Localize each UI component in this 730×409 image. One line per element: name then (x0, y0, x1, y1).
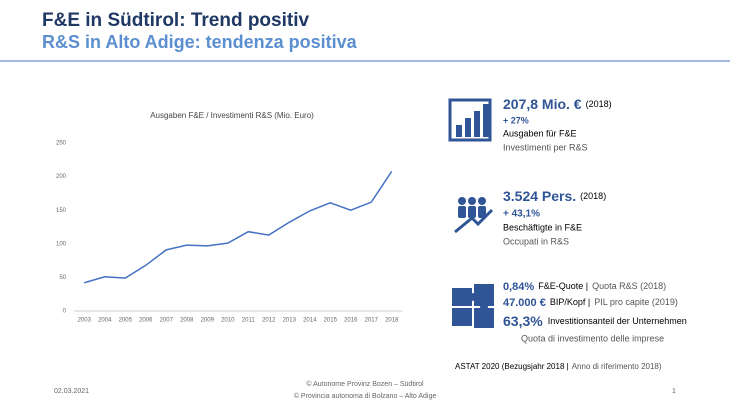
x-tick-label: 2006 (139, 318, 153, 324)
x-tick-label: 2016 (344, 318, 358, 324)
slide-subtitle: R&S in Alto Adige: tendenza positiva (42, 32, 358, 52)
indicator-de: Investitionsanteil der Unternehmen (548, 316, 687, 326)
indicator: 63,3% Investitionsanteil der Unternehmen (503, 313, 687, 329)
indicator-de: F&E-Quote | (538, 281, 588, 291)
indicator-it: PIL pro capite (2019) (594, 297, 678, 307)
x-tick-label: 2010 (221, 318, 235, 324)
indicator-de: BIP/Kopf | (550, 297, 590, 307)
people-icon (454, 197, 494, 234)
source: ASTAT 2020 (Bezugsjahr 2018 | Anno di rif… (455, 362, 662, 371)
footer-copyright: © Provincia autonoma di Bolzano – Alto A… (294, 392, 437, 400)
y-tick-label: 250 (56, 141, 67, 147)
indicator-it: Quota R&S (2018) (592, 281, 666, 291)
stat-change: + 27% (503, 115, 529, 125)
y-tick-label: 100 (56, 241, 67, 247)
indicator: 0,84% F&E-Quote | Quota R&S (2018) (503, 281, 666, 293)
stat-label-it: Investimenti per R&S (503, 142, 588, 152)
x-tick-label: 2014 (303, 318, 317, 324)
x-tick-label: 2017 (365, 318, 379, 324)
x-tick-label: 2007 (160, 318, 174, 324)
indicator-value: 47.000 € (503, 297, 546, 309)
indicator-it: Quota di investimento delle imprese (521, 333, 664, 343)
indicator: 47.000 € BIP/Kopf | PIL pro capite (2019) (503, 297, 678, 309)
indicator-value: 63,3% (503, 313, 543, 329)
x-tick-label: 2009 (201, 318, 215, 324)
source-de: ASTAT 2020 (Bezugsjahr 2018 | (455, 362, 569, 371)
indicator-value: 0,84% (503, 281, 534, 293)
footer-page: 1 (672, 388, 676, 395)
stat-year: (2018) (586, 99, 612, 109)
stat-label-it: Occupati in R&S (503, 236, 569, 246)
footer-date: 02.03.2021 (54, 388, 89, 395)
stat-line: 207,8 Mio. € (2018) (503, 96, 612, 112)
x-tick-label: 2012 (262, 318, 276, 324)
x-tick-label: 2011 (242, 318, 256, 324)
stat-headline: 3.524 Pers. (503, 188, 576, 204)
x-tick-label: 2015 (324, 318, 338, 324)
puzzle-icon (452, 284, 494, 328)
stat-label-de: Beschäftigte in F&E (503, 222, 582, 232)
stat-year: (2018) (580, 191, 606, 201)
stat-headline: 207,8 Mio. € (503, 96, 582, 112)
x-tick-label: 2013 (283, 318, 297, 324)
y-tick-label: 200 (56, 174, 67, 180)
slide-title: F&E in Südtirol: Trend positiv (42, 10, 309, 31)
y-tick-label: 0 (63, 309, 67, 315)
x-tick-label: 2005 (119, 318, 133, 324)
data-line (84, 170, 393, 284)
stat-label-de: Ausgaben für F&E (503, 128, 577, 138)
x-tick-label: 2018 (385, 318, 399, 324)
y-tick-label: 50 (59, 275, 66, 281)
chart-title: Ausgaben F&E / Investimenti R&S (Mio. Eu… (150, 111, 314, 120)
x-tick-label: 2003 (78, 318, 92, 324)
source-it: Anno di riferimento 2018) (572, 362, 662, 371)
bar-icon (448, 98, 492, 142)
stat-line: 3.524 Pers. (2018) (503, 188, 606, 204)
stat-change: + 43,1% (503, 209, 540, 220)
footer-copyright: © Autonome Provinz Bozen – Südtirol (306, 380, 424, 388)
x-tick-label: 2004 (98, 318, 112, 324)
x-tick-label: 2008 (180, 318, 194, 324)
y-tick-label: 150 (56, 208, 67, 214)
